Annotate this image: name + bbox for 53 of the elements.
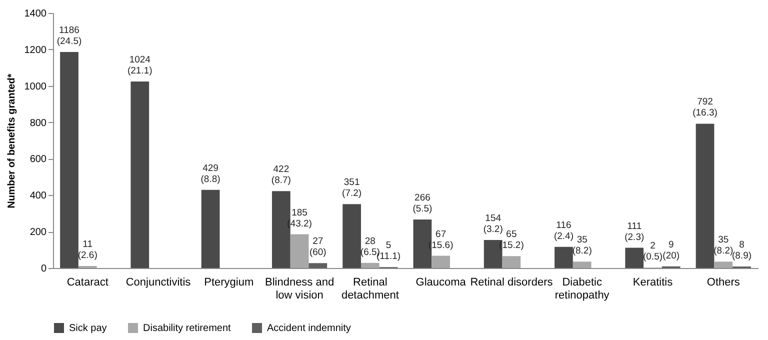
data-label: 35 (8.2) xyxy=(572,234,592,257)
bar xyxy=(432,256,450,268)
legend-label: Sick pay xyxy=(69,323,107,334)
data-label: 2 (0.5) xyxy=(642,240,663,263)
data-label: 422 (8.7) xyxy=(271,164,291,186)
data-label: 1024 (21.1) xyxy=(127,54,152,76)
x-tick-label: Pterygium xyxy=(204,276,254,288)
data-label: 266 (5.5) xyxy=(412,192,432,215)
y-tick-label: 200 xyxy=(30,227,47,238)
legend-label: Accident indemnity xyxy=(267,323,351,334)
x-tick-label: Diabetic retinopathy xyxy=(554,276,610,302)
data-label: 9 (20) xyxy=(662,239,680,262)
data-label: 116 (2.4) xyxy=(554,220,574,242)
data-label: 27 (60) xyxy=(309,236,326,258)
x-tick-label: Conjunctivitis xyxy=(126,276,192,288)
data-label: 8 (8.9) xyxy=(732,240,752,262)
x-tick-label: Glaucoma xyxy=(416,276,467,288)
y-tick-label: 0 xyxy=(40,264,47,274)
data-label: 429 (8.8) xyxy=(200,162,220,185)
bar xyxy=(572,262,592,268)
y-tick-label: 1000 xyxy=(24,81,47,92)
bar xyxy=(342,204,361,268)
legend-label: Disability retirement xyxy=(143,323,232,334)
data-label: 111 (2.3) xyxy=(624,220,644,243)
bar xyxy=(696,124,714,268)
bar xyxy=(60,52,78,268)
bar xyxy=(130,81,150,268)
bar xyxy=(290,234,309,268)
x-tick-label: Cataract xyxy=(66,276,108,288)
bar xyxy=(714,262,733,268)
y-tick-label: 400 xyxy=(30,190,47,202)
y-tick-label: 600 xyxy=(30,154,47,166)
x-tick-label: Retinal detachment xyxy=(341,276,399,302)
bar xyxy=(360,262,380,268)
data-label: 1186 (24.5) xyxy=(56,24,82,47)
data-label: 154 (3.2) xyxy=(483,212,503,235)
bar xyxy=(308,263,328,268)
x-tick-label: Blindness and low vision xyxy=(264,276,334,302)
bar xyxy=(625,248,644,268)
y-axis-title: Number of benefits granted* xyxy=(6,74,18,208)
data-label: 792 (16.3) xyxy=(692,96,718,119)
y-tick-label: 800 xyxy=(30,118,47,129)
bar xyxy=(201,190,220,268)
bar xyxy=(502,256,521,268)
x-tick-label: Retinal disorders xyxy=(470,276,554,288)
data-label: 11 (2.6) xyxy=(78,238,98,261)
x-tick-label: Keratitis xyxy=(632,276,674,288)
data-label: 351 (7.2) xyxy=(342,177,362,200)
y-tick-label: 1200 xyxy=(24,44,47,56)
y-tick-label: 1400 xyxy=(24,8,47,20)
bar xyxy=(554,246,573,268)
x-tick-label: Others xyxy=(706,276,740,288)
data-label: 35 (8.2) xyxy=(714,234,734,257)
